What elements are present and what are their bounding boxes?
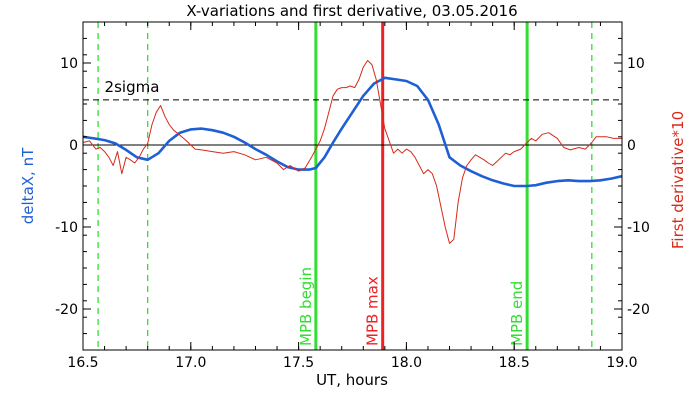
derivative-series-line: [83, 60, 622, 244]
x-tick-label: 18.0: [391, 355, 422, 371]
y-axis-right-label: First derivative*10: [669, 111, 687, 249]
chart-title: X-variations and first derivative, 03.05…: [186, 2, 517, 20]
y-tick-label-right: 0: [627, 138, 636, 154]
x-axis-label: UT, hours: [316, 371, 388, 389]
y-tick-label-right: 10: [627, 56, 645, 72]
x-tick-label: 16.5: [67, 355, 98, 371]
deltaX-series-line: [83, 76, 622, 188]
x-tick-label: 19.0: [606, 355, 637, 371]
y-tick-label-left: -10: [55, 220, 78, 236]
y-tick-label-left: 0: [69, 138, 78, 154]
y-axis-left-label: deltaX, nT: [19, 147, 37, 224]
mpb-end-label: MPB end: [508, 281, 526, 346]
y-tick-label-right: -10: [627, 220, 650, 236]
mpb-max-label: MPB max: [364, 276, 382, 346]
y-tick-label-left: 10: [60, 56, 78, 72]
mpb-begin-label: MPB begin: [297, 267, 315, 346]
plot-frame: [82, 21, 623, 351]
y-tick-label-right: -20: [627, 302, 650, 318]
x-tick-label: 17.0: [175, 355, 206, 371]
x-tick-label: 18.5: [499, 355, 530, 371]
threshold-label: 2sigma: [105, 78, 160, 96]
x-tick-label: 17.5: [283, 355, 314, 371]
y-tick-label-left: -20: [55, 302, 78, 318]
